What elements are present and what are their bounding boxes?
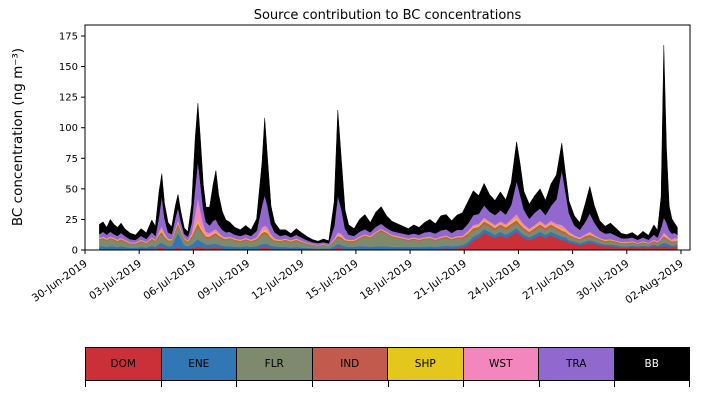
legend-label: BB — [644, 358, 659, 370]
x-tick-label: 12-Jul-2019 — [250, 258, 307, 303]
legend-tick-mark — [311, 381, 313, 387]
x-tick-label: 30-Jun-2019 — [30, 258, 90, 305]
legend-item-shp: SHP — [387, 347, 464, 381]
x-axis: 30-Jun-201903-Jul-201906-Jul-201909-Jul-… — [30, 250, 686, 306]
legend-label: DOM — [110, 358, 136, 370]
plot-area: 0 25 50 75 100 125 150 175 30-Jun-201903-Jul-201… — [30, 24, 691, 306]
x-tick-label: 03-Jul-2019 — [87, 258, 144, 303]
x-tick-label: 06-Jul-2019 — [141, 258, 198, 303]
legend-tick-mark — [85, 381, 86, 387]
y-axis: 0 25 50 75 100 125 150 175 — [59, 32, 85, 257]
y-tick-label: 25 — [65, 215, 78, 226]
legend-label: TRA — [566, 358, 587, 370]
y-tick-label: 75 — [65, 154, 78, 165]
x-tick-label: 27-Jul-2019 — [521, 258, 578, 303]
legend-label: IND — [340, 358, 360, 370]
legend-item-flr: FLR — [236, 347, 313, 381]
y-tick-label: 125 — [59, 93, 78, 104]
x-tick-label: 15-Jul-2019 — [304, 258, 361, 303]
legend-axis-ticks — [85, 381, 690, 389]
x-tick-label: 02-Aug-2019 — [623, 258, 686, 307]
x-tick-label: 09-Jul-2019 — [195, 258, 252, 303]
legend-tick-mark — [463, 381, 465, 387]
y-tick-label: 0 — [72, 246, 78, 257]
legend-tick-mark — [387, 381, 389, 387]
x-tick-label: 24-Jul-2019 — [466, 258, 523, 303]
legend-item-ind: IND — [311, 347, 388, 381]
y-tick-label: 175 — [59, 32, 78, 43]
legend-tick-mark — [689, 381, 690, 387]
area-bb — [99, 45, 678, 244]
legend: DOM ENE FLR IND SHP WST TRA BB — [85, 347, 690, 381]
legend-label: ENE — [188, 358, 210, 370]
legend-tick-mark — [538, 381, 540, 387]
plot-border — [84, 24, 691, 251]
chart-title: Source contribution to BC concentrations — [253, 8, 522, 23]
legend-item-ene: ENE — [160, 347, 237, 381]
y-tick-label: 100 — [59, 123, 78, 134]
legend-item-wst: WST — [462, 347, 539, 381]
legend-label: FLR — [264, 358, 284, 370]
x-tick-label: 21-Jul-2019 — [412, 258, 469, 303]
y-tick-label: 50 — [65, 184, 78, 195]
legend-tick-mark — [236, 381, 238, 387]
legend-label: SHP — [414, 358, 436, 370]
legend-tick-mark — [160, 381, 162, 387]
stacked-areas — [99, 45, 678, 251]
legend-item-tra: TRA — [538, 347, 615, 381]
legend-item-bb: BB — [613, 347, 690, 381]
y-tick-label: 150 — [59, 62, 78, 73]
legend-tick-mark — [614, 381, 616, 387]
legend-label: WST — [489, 358, 513, 370]
x-tick-label: 18-Jul-2019 — [358, 258, 415, 303]
legend-item-dom: DOM — [85, 347, 162, 381]
